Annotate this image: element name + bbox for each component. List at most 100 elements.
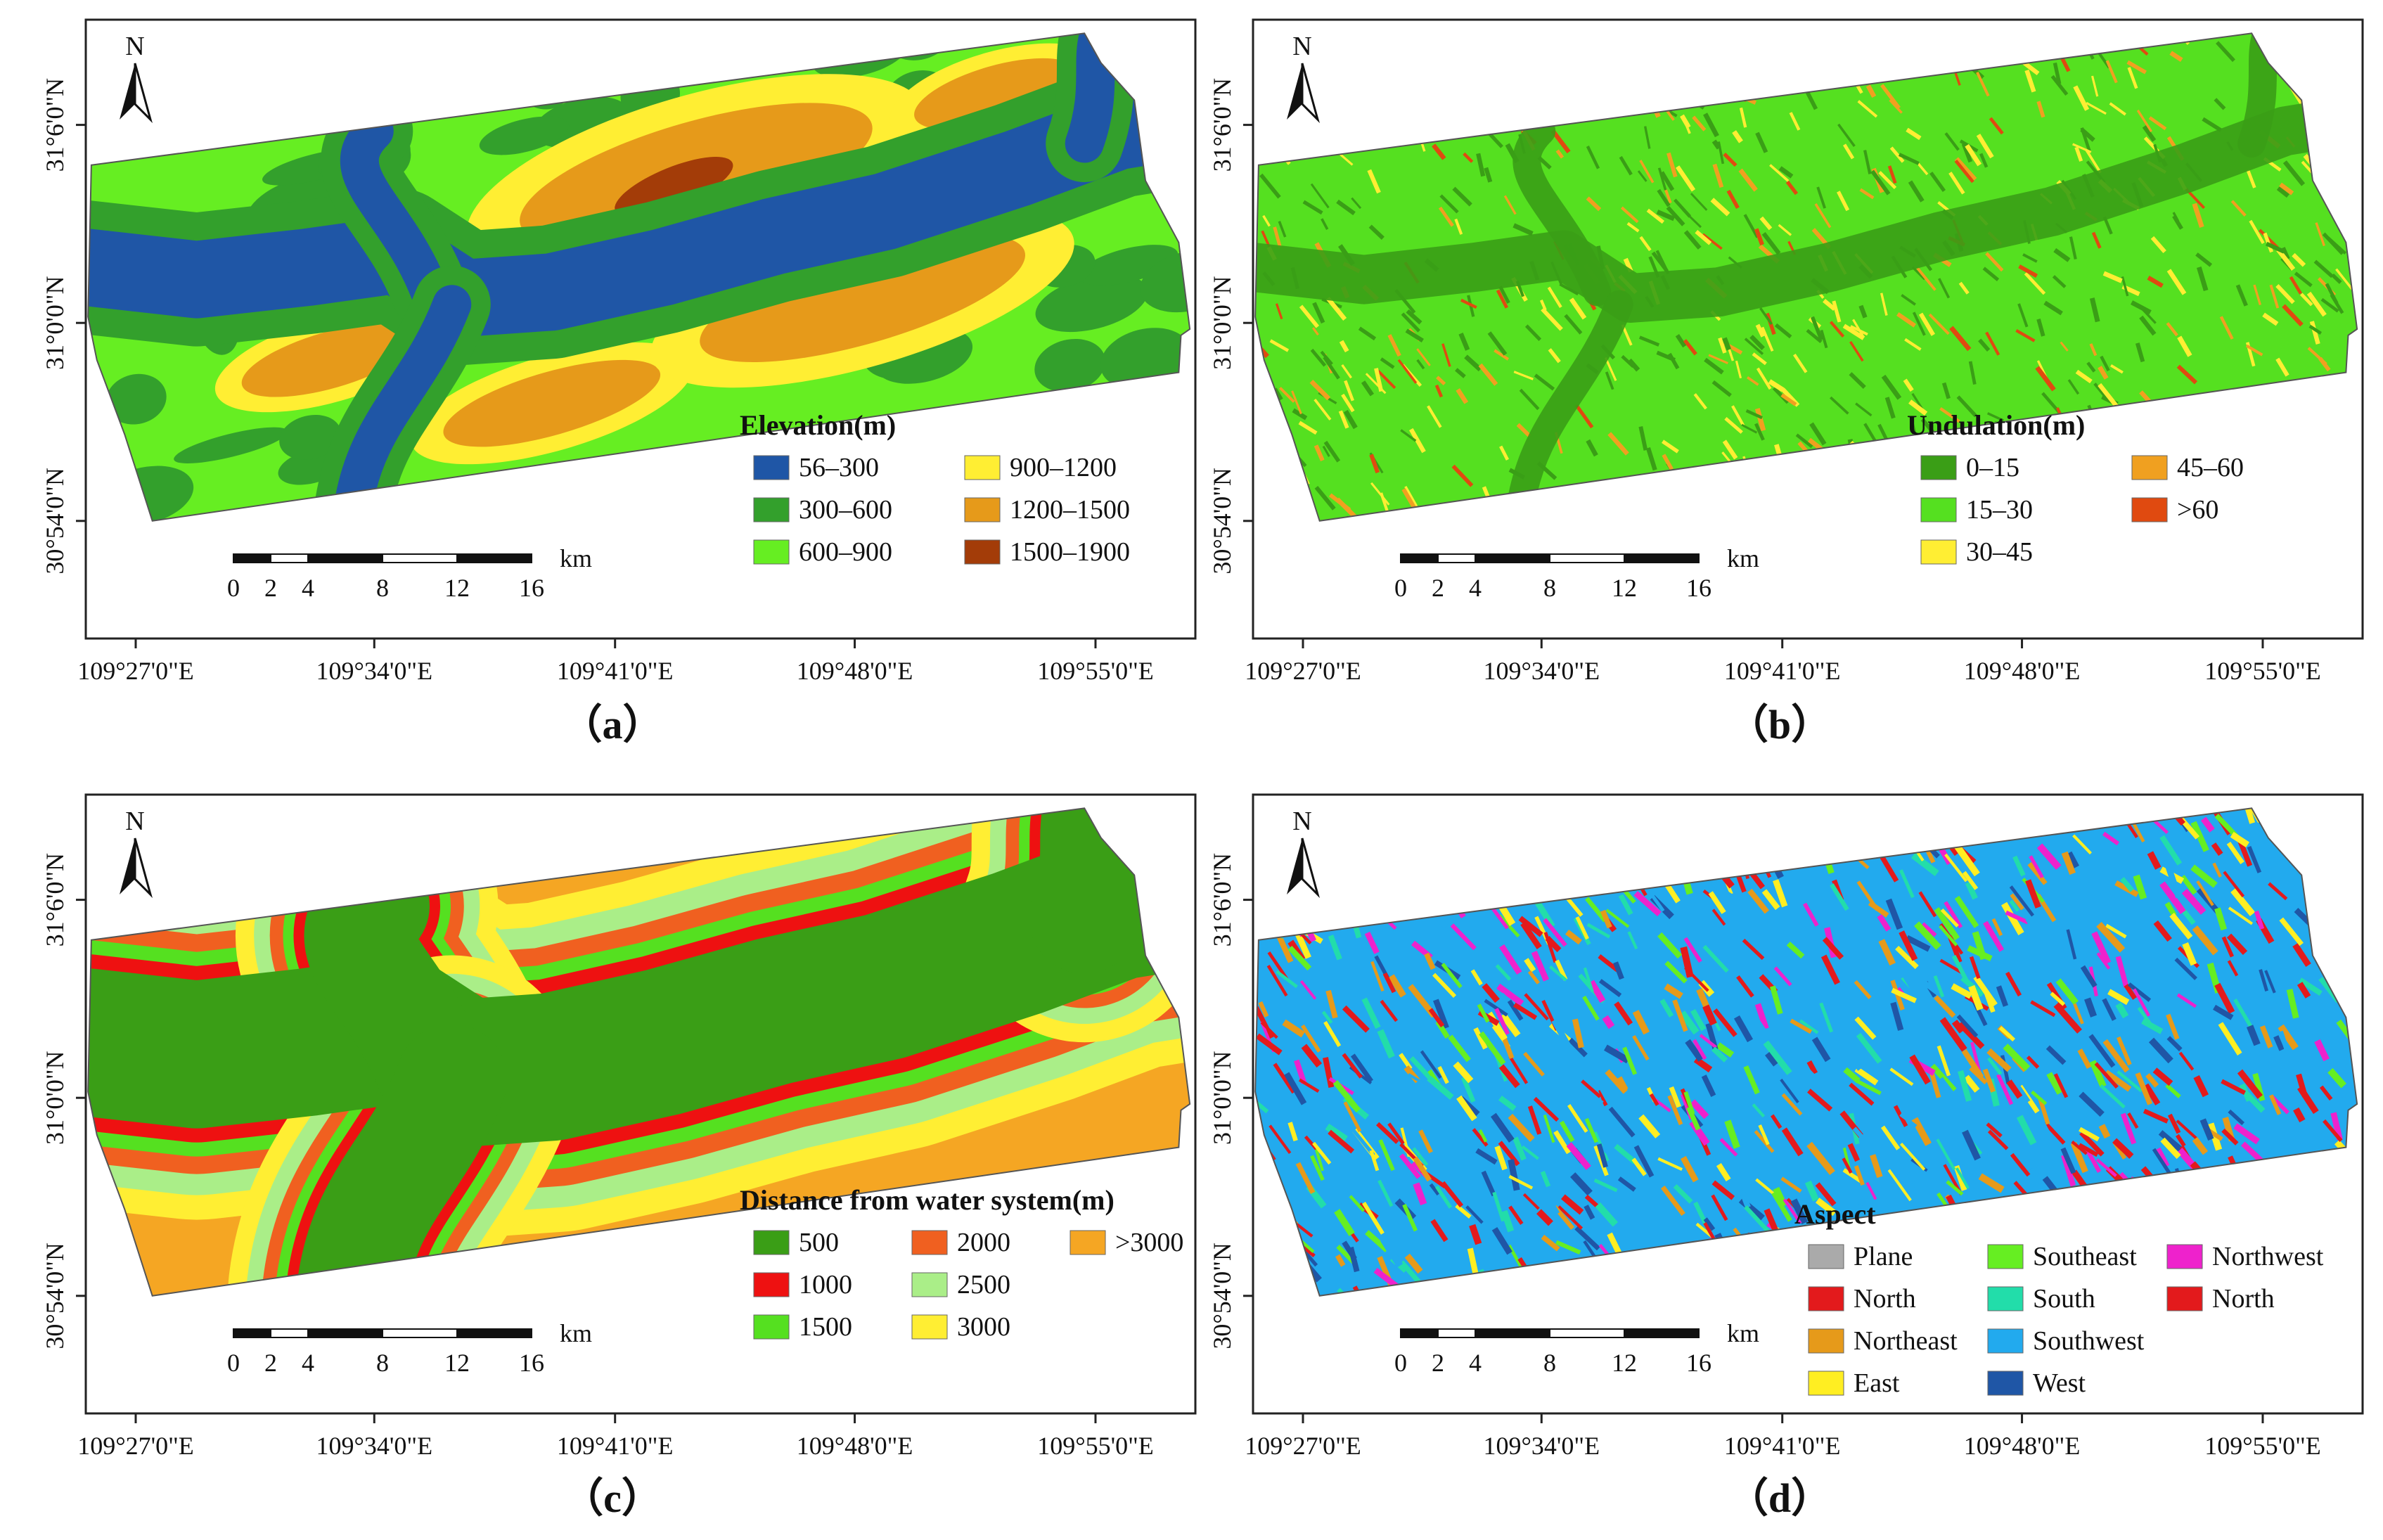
scale-bar-tick: 8 [376, 1349, 389, 1377]
lat-label: 31°0'0"N [41, 276, 69, 370]
legend-label: >60 [2177, 495, 2218, 525]
lat-label: 31°0'0"N [41, 1051, 69, 1145]
legend-swatch [753, 1314, 790, 1340]
legend-label: Northwest [2212, 1242, 2324, 1271]
legend-swatch [753, 455, 790, 480]
lon-label: 109°27'0"E [77, 1432, 194, 1460]
legend-swatch [2131, 455, 2168, 480]
lon-label: 109°34'0"E [1483, 657, 1600, 685]
scale-bar-tick: 2 [1432, 574, 1444, 602]
lon-label: 109°48'0"E [797, 657, 913, 685]
scale-bar-tick: 16 [1686, 574, 1711, 602]
legend-label: 2500 [957, 1270, 1010, 1300]
legend-label: 500 [799, 1228, 839, 1257]
lon-label: 109°48'0"E [797, 1432, 913, 1460]
scale-bar-tick: 16 [1686, 1349, 1711, 1377]
scale-bar-segment [1475, 553, 1550, 563]
map-panel-c: N 0 2 4 8 12 16 km Distance from water system(m)… [41, 793, 1197, 1521]
north-arrow-icon [120, 63, 135, 120]
scale-bar-segment [307, 1328, 383, 1338]
north-label: N [125, 807, 144, 836]
lat-label: 31°0'0"N [1208, 276, 1236, 370]
scale-bar-tick: 4 [302, 1349, 314, 1377]
scale-bar-segment [233, 553, 271, 563]
legend-label: 1500–1900 [1010, 537, 1130, 567]
lat-label: 31°6'0"N [1208, 853, 1236, 947]
scale-bar-tick: 12 [444, 1349, 470, 1377]
scale-bar-segment [1549, 1328, 1625, 1338]
lat-label: 30°54'0"N [41, 1243, 69, 1349]
scale-bar-tick: 8 [1543, 1349, 1556, 1377]
north-label: N [125, 32, 144, 61]
lat-label: 31°6'0"N [41, 78, 69, 172]
legend-label: Southeast [2033, 1242, 2137, 1271]
legend-swatch [911, 1314, 948, 1340]
legend-label: 15–30 [1966, 495, 2033, 525]
lon-label: 109°55'0"E [1037, 657, 1154, 685]
legend-swatch [1987, 1244, 2024, 1269]
scale-bar-tick: 4 [1469, 1349, 1482, 1377]
north-label: N [1292, 807, 1311, 836]
map-panel-d: N 0 2 4 8 12 16 km Aspect Plane North Northeast East… [1208, 793, 2364, 1521]
legend-label: 0–15 [1966, 453, 2019, 482]
panel-caption: （a） [561, 702, 663, 747]
scale-bar-unit: km [1727, 1319, 1759, 1347]
lat-label: 30°54'0"N [1208, 1243, 1236, 1349]
legend-label: 900–1200 [1010, 453, 1117, 482]
scale-bar-unit: km [560, 1319, 592, 1347]
scale-bar-tick: 16 [519, 1349, 544, 1377]
scale-bar-tick: 0 [1394, 574, 1407, 602]
legend-swatch [753, 539, 790, 565]
north-arrow-icon [134, 63, 153, 124]
scale-bar-segment [1437, 1328, 1476, 1338]
legend-swatch [1987, 1328, 2024, 1354]
legend-label: 2000 [957, 1228, 1010, 1257]
legend-label: 300–600 [799, 495, 892, 525]
legend-title: Distance from water system(m) [740, 1184, 1115, 1216]
north-label: N [1292, 32, 1311, 61]
scale-bar-segment [1400, 553, 1439, 563]
legend-swatch [753, 497, 790, 522]
lon-label: 109°34'0"E [316, 1432, 432, 1460]
scale-bar-segment [1437, 553, 1476, 563]
scale-bar-segment [307, 553, 383, 563]
lon-label: 109°41'0"E [1724, 1432, 1841, 1460]
legend-swatch [1920, 455, 1957, 480]
legend-swatch [1070, 1230, 1106, 1255]
scale-bar-tick: 16 [519, 574, 544, 602]
north-arrow-icon [1301, 838, 1320, 899]
scale-bar-tick: 12 [1612, 1349, 1637, 1377]
legend-label: 600–900 [799, 537, 892, 567]
north-arrow-icon [134, 838, 153, 899]
north-arrow-icon [1287, 63, 1302, 120]
scale-bar-tick: 0 [227, 1349, 240, 1377]
legend-swatch [964, 539, 1001, 565]
study-area-outline [87, 807, 1191, 1297]
scale-bar-segment [270, 1328, 309, 1338]
scale-bar-segment [233, 1328, 271, 1338]
scale-bar-tick: 4 [302, 574, 314, 602]
legend-swatch [753, 1230, 790, 1255]
lat-label: 31°6'0"N [1208, 78, 1236, 172]
legend-swatch [1808, 1371, 1844, 1396]
scale-bar-segment [1624, 1328, 1700, 1338]
legend-label: >3000 [1115, 1228, 1183, 1257]
scale-bar-tick: 0 [1394, 1349, 1407, 1377]
lon-label: 109°41'0"E [1724, 657, 1841, 685]
lon-label: 109°55'0"E [1037, 1432, 1154, 1460]
scale-bar-tick: 8 [376, 574, 389, 602]
north-arrow-icon [120, 838, 135, 894]
legend-label: North [2212, 1284, 2275, 1314]
scale-bar-unit: km [560, 544, 592, 572]
scale-bar-tick: 2 [1432, 1349, 1444, 1377]
north-arrow-icon [1301, 63, 1320, 124]
scale-bar-tick: 0 [227, 574, 240, 602]
scale-bar-unit: km [1727, 544, 1759, 572]
legend-title: Undulation(m) [1907, 409, 2085, 441]
legend-label: 30–45 [1966, 537, 2033, 567]
legend-swatch [2166, 1244, 2203, 1269]
lon-label: 109°27'0"E [1245, 657, 1361, 685]
lon-label: 109°34'0"E [1483, 1432, 1600, 1460]
lon-label: 109°34'0"E [316, 657, 432, 685]
